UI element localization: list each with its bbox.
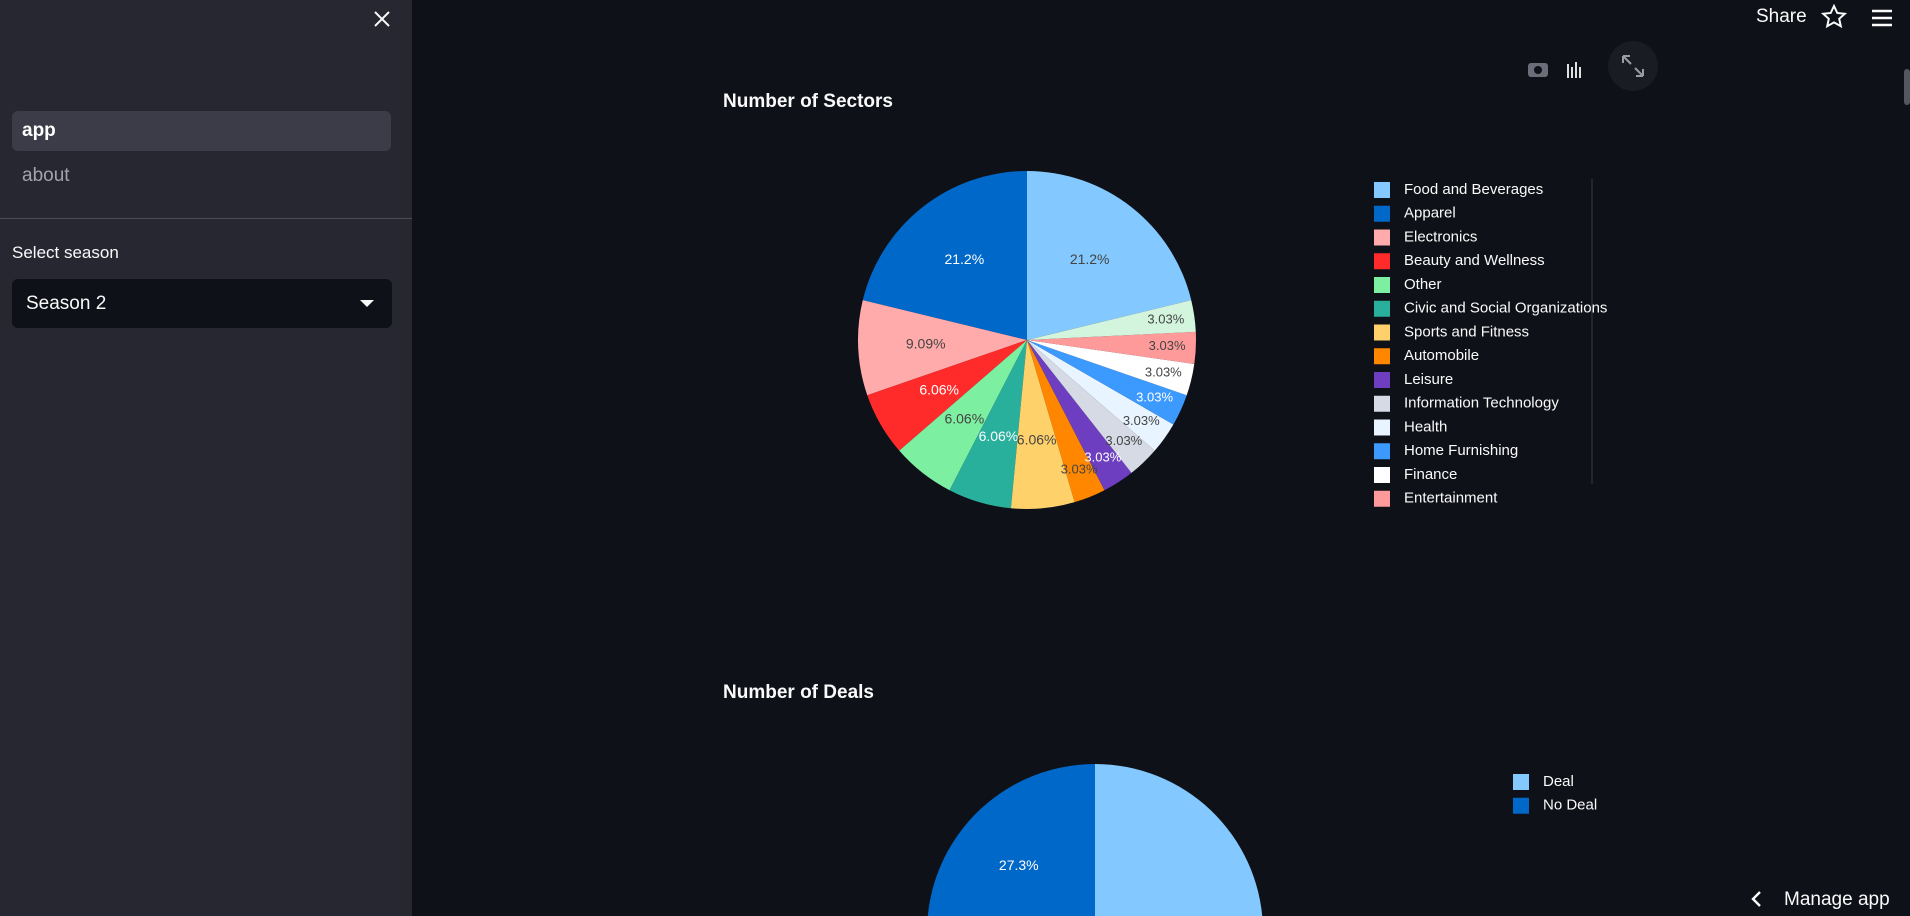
nav-item[interactable]: about: [22, 165, 70, 186]
chevron-icon[interactable]: [1750, 890, 1764, 908]
legend-swatch: [1374, 419, 1390, 436]
manage-app[interactable]: Manage app: [1784, 889, 1890, 910]
legend-label: Other: [1404, 276, 1442, 293]
select-box[interactable]: Season 2: [12, 279, 392, 328]
pie-slice: [1027, 340, 1155, 473]
plot-toolbar: [1528, 41, 1658, 91]
legend-swatch: [1374, 229, 1390, 246]
dropdown-arrow: [360, 300, 374, 307]
menu-icon[interactable]: [1870, 7, 1894, 29]
legend-label: Civic and Social Organizations: [1404, 300, 1607, 317]
select-value: Season 2: [26, 293, 107, 314]
legend-swatch: [1513, 774, 1529, 790]
pie-slice: [1095, 764, 1263, 916]
pie-slice: [1027, 340, 1187, 425]
pie-slice: [1027, 340, 1132, 491]
pie-slice: [1027, 300, 1196, 340]
sidebar: app about Select season Season 2: [0, 0, 412, 916]
legend-swatch: [1374, 395, 1390, 412]
legend-swatch: [1513, 797, 1529, 814]
value-label: 21.2%: [1070, 251, 1110, 267]
legend-swatch: [1374, 300, 1390, 317]
value-label: 3.03%: [1105, 433, 1142, 448]
legend-label: Information Technology: [1404, 395, 1559, 412]
pie-slice: [1027, 171, 1192, 340]
select-label: Select season: [12, 243, 119, 262]
value-label: 3.03%: [1084, 449, 1121, 464]
legend-swatch: [1374, 253, 1390, 270]
value-label: 3.03%: [1136, 390, 1173, 405]
star-icon[interactable]: [1821, 4, 1847, 30]
pie-slice: [1027, 340, 1174, 451]
pie-slice: [858, 300, 1027, 396]
legend-label: Health: [1404, 418, 1447, 435]
legend-swatch: [1374, 348, 1390, 365]
fullscreen-button[interactable]: [1608, 41, 1658, 91]
scrollbar: [1904, 69, 1910, 105]
value-label: 27.3%: [999, 857, 1039, 873]
legend-swatch: [1374, 277, 1390, 293]
pie-slice: [899, 340, 1027, 491]
value-label: 3.03%: [1061, 462, 1098, 477]
chart-title: Number of Sectors: [723, 91, 893, 112]
value-label: 21.2%: [944, 251, 984, 267]
divider: [0, 218, 412, 219]
value-label: 3.03%: [1145, 364, 1182, 379]
value-label: 3.03%: [1147, 311, 1184, 326]
legend-label: Beauty and Wellness: [1404, 252, 1545, 269]
legend-label: Leisure: [1404, 371, 1453, 388]
legend-label: Entertainment: [1404, 490, 1498, 507]
pie-slice: [1027, 340, 1105, 503]
value-label: 3.03%: [1123, 413, 1160, 428]
share-button[interactable]: Share: [1756, 6, 1807, 27]
camera-lens: [1534, 66, 1542, 74]
value-label: 9.09%: [906, 335, 946, 351]
pie-slice: [1027, 340, 1195, 396]
legend-swatch: [1374, 372, 1390, 388]
value-label: 3.03%: [1149, 338, 1186, 353]
close-sidebar[interactable]: [370, 7, 394, 31]
legend-label: Food and Beverages: [1404, 181, 1543, 198]
legend-label: Electronics: [1404, 228, 1477, 245]
pie-slice: [1027, 331, 1196, 365]
legend-swatch: [1374, 443, 1390, 460]
legend-label: Deal: [1543, 773, 1574, 790]
value-label: 6.06%: [979, 428, 1019, 444]
legend-label: No Deal: [1543, 797, 1597, 814]
legend-label: Sports and Fitness: [1404, 323, 1529, 340]
value-label: 6.06%: [944, 410, 984, 426]
main: Number of Sectors 21.2% 21.2% 9.09% 6.06% 6.0…: [412, 0, 1910, 916]
pie-slice: [1010, 340, 1075, 510]
pie-slice: [949, 340, 1027, 509]
chart-title: Number of Deals: [723, 682, 874, 703]
charts: Number of Sectors21.2%21.2%9.09%6.06%6.0…: [723, 41, 1910, 916]
value-label: 6.06%: [1017, 432, 1057, 448]
legend-swatch: [1374, 205, 1390, 222]
legend-swatch: [1374, 324, 1390, 341]
legend-swatch: [1374, 490, 1390, 507]
plotly-icon[interactable]: [1567, 62, 1581, 78]
pie-slice: [862, 171, 1027, 340]
pie-slice: [867, 340, 1027, 451]
nav-item[interactable]: app: [12, 111, 391, 151]
legend-label: Apparel: [1404, 205, 1456, 222]
legend-swatch: [1374, 467, 1390, 483]
legend-label: Automobile: [1404, 347, 1479, 364]
value-label: 6.06%: [919, 381, 959, 397]
fullscreen-icon: [1622, 55, 1644, 77]
legend-swatch: [1374, 182, 1390, 198]
legend-label: Finance: [1404, 466, 1457, 483]
legend-label: Home Furnishing: [1404, 442, 1518, 459]
pie-slice: [927, 764, 1095, 916]
